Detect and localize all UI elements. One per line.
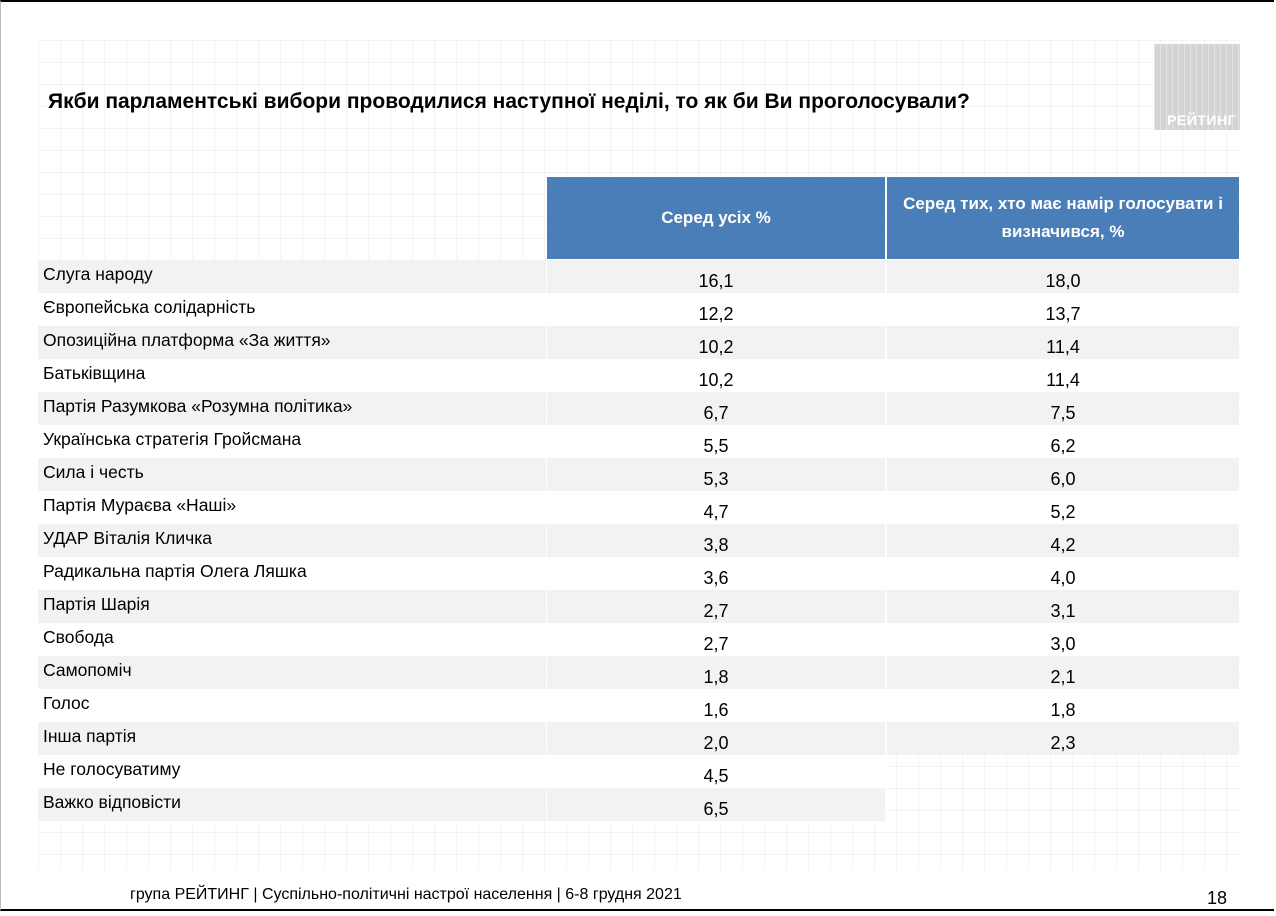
- table-row: Самопоміч 1,8 2,1: [38, 656, 1239, 689]
- value-decided: 1,8: [887, 689, 1239, 722]
- table-row: Партія Разумкова «Розумна політика» 6,7 7,…: [38, 392, 1239, 425]
- table-row: Опозиційна платформа «За життя» 10,2 11,4: [38, 326, 1239, 359]
- value-decided: 6,0: [887, 458, 1239, 491]
- table-row: Радикальна партія Олега Ляшка 3,6 4,0: [38, 557, 1239, 590]
- slide-title: Якби парламентські вибори проводилися на…: [48, 90, 970, 113]
- value-all: 12,2: [547, 293, 885, 326]
- value-all: 2,0: [547, 722, 885, 755]
- party-name: Слуга народу: [38, 260, 546, 293]
- value-decided: 11,4: [887, 359, 1239, 392]
- table-row: Інша партія 2,0 2,3: [38, 722, 1239, 755]
- table-row: Сила і честь 5,3 6,0: [38, 458, 1239, 491]
- rating-logo: РЕЙТИНГ: [1154, 44, 1240, 130]
- page-number: 18: [1207, 888, 1228, 908]
- value-all: 16,1: [547, 260, 885, 293]
- value-all: 4,5: [547, 755, 885, 788]
- party-name: Самопоміч: [38, 656, 546, 689]
- value-all: 10,2: [547, 326, 885, 359]
- value-decided: 13,7: [887, 293, 1239, 326]
- party-name: Партія Разумкова «Розумна політика»: [38, 392, 546, 425]
- value-decided: [887, 788, 1239, 821]
- value-decided: 4,0: [887, 557, 1239, 590]
- party-name: Українська стратегія Гройсмана: [38, 425, 546, 458]
- results-table: Слуга народу 16,1 18,0 Європейська солідарн…: [38, 260, 1239, 821]
- value-all: 5,3: [547, 458, 885, 491]
- party-name: Важко відповісти: [38, 788, 546, 821]
- logo-text: РЕЙТИНГ: [1167, 112, 1236, 128]
- value-decided: 2,1: [887, 656, 1239, 689]
- table-row: Європейська солідарність 12,2 13,7: [38, 293, 1239, 326]
- party-name: Батьківщина: [38, 359, 546, 392]
- party-name: Партія Шарія: [38, 590, 546, 623]
- value-decided: 5,2: [887, 491, 1239, 524]
- footer-text: група РЕЙТИНГ | Суспільно-політичні наст…: [130, 886, 682, 903]
- value-all: 6,5: [547, 788, 885, 821]
- party-name: Не голосуватиму: [38, 755, 546, 788]
- column-header-decided: Серед тих, хто має намір голосувати і ви…: [887, 177, 1239, 259]
- party-name: УДАР Віталія Кличка: [38, 524, 546, 557]
- table-row: Свобода 2,7 3,0: [38, 623, 1239, 656]
- value-all: 1,6: [547, 689, 885, 722]
- value-all: 5,5: [547, 425, 885, 458]
- value-all: 10,2: [547, 359, 885, 392]
- value-decided: 6,2: [887, 425, 1239, 458]
- value-decided: 4,2: [887, 524, 1239, 557]
- table-row: Не голосуватиму 4,5: [38, 755, 1239, 788]
- value-decided: 11,4: [887, 326, 1239, 359]
- party-name: Опозиційна платформа «За життя»: [38, 326, 546, 359]
- value-all: 2,7: [547, 623, 885, 656]
- party-name: Голос: [38, 689, 546, 722]
- table-row: Важко відповісти 6,5: [38, 788, 1239, 821]
- table-row: Партія Шарія 2,7 3,1: [38, 590, 1239, 623]
- value-decided: 3,0: [887, 623, 1239, 656]
- value-all: 4,7: [547, 491, 885, 524]
- value-all: 3,6: [547, 557, 885, 590]
- table-row: Партія Мураєва «Наші» 4,7 5,2: [38, 491, 1239, 524]
- table-row: УДАР Віталія Кличка 3,8 4,2: [38, 524, 1239, 557]
- value-decided: 3,1: [887, 590, 1239, 623]
- value-all: 3,8: [547, 524, 885, 557]
- value-decided: 18,0: [887, 260, 1239, 293]
- value-all: 6,7: [547, 392, 885, 425]
- table-row: Батьківщина 10,2 11,4: [38, 359, 1239, 392]
- party-name: Радикальна партія Олега Ляшка: [38, 557, 546, 590]
- value-all: 1,8: [547, 656, 885, 689]
- value-decided: [887, 755, 1239, 788]
- party-name: Європейська солідарність: [38, 293, 546, 326]
- value-decided: 7,5: [887, 392, 1239, 425]
- value-all: 2,7: [547, 590, 885, 623]
- table-row: Українська стратегія Гройсмана 5,5 6,2: [38, 425, 1239, 458]
- party-name: Сила і честь: [38, 458, 546, 491]
- party-name: Інша партія: [38, 722, 546, 755]
- value-decided: 2,3: [887, 722, 1239, 755]
- column-header-all: Серед усіх %: [547, 177, 885, 259]
- party-name: Партія Мураєва «Наші»: [38, 491, 546, 524]
- table-row: Голос 1,6 1,8: [38, 689, 1239, 722]
- party-name: Свобода: [38, 623, 546, 656]
- table-row: Слуга народу 16,1 18,0: [38, 260, 1239, 293]
